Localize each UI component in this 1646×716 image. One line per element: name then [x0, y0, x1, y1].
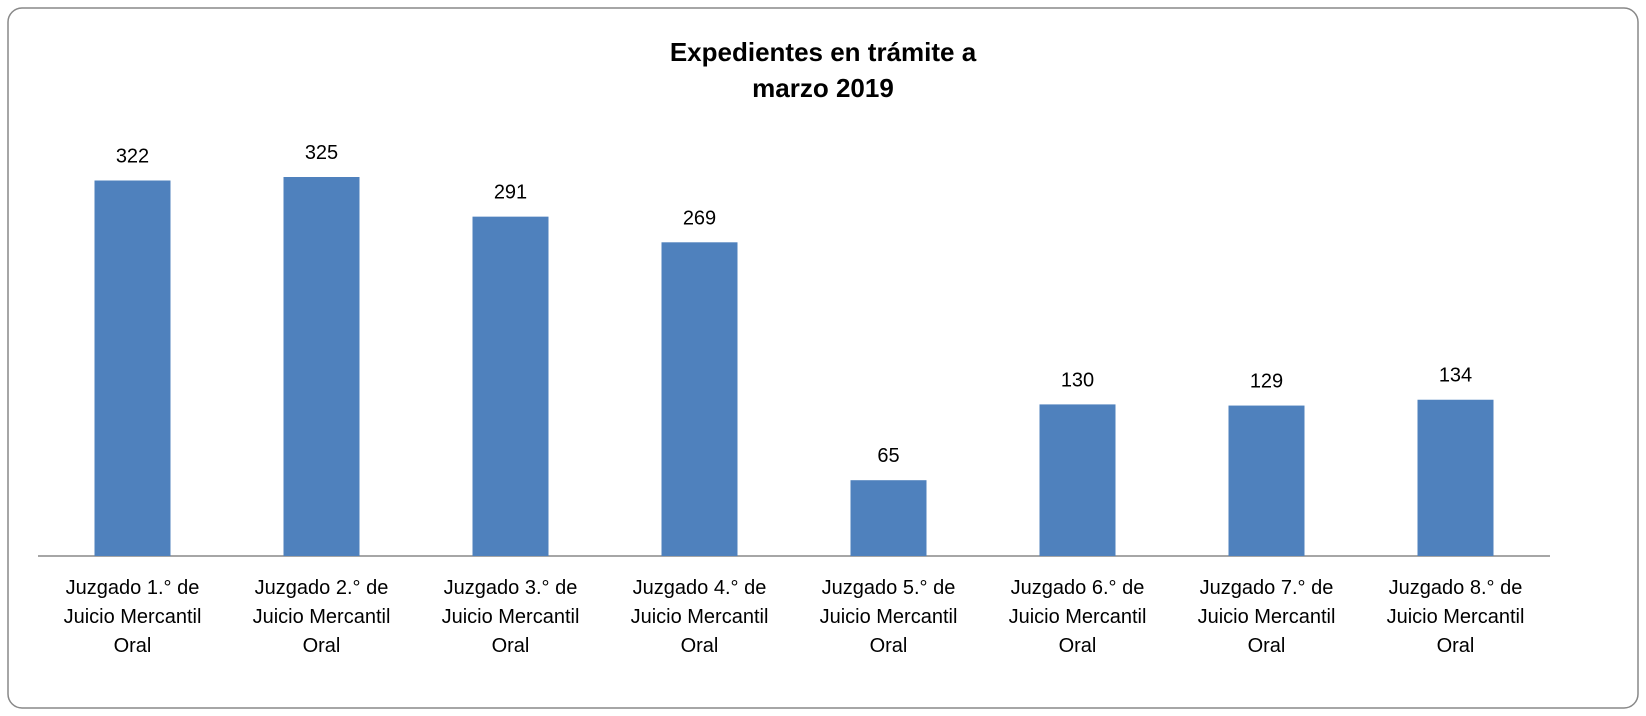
bar	[1039, 404, 1116, 556]
x-tick-label: Juzgado 2.° de Juicio Mercantil Oral	[252, 577, 391, 657]
bar	[661, 242, 738, 556]
x-tick-label: Juzgado 3.° de Juicio Mercantil Oral	[441, 577, 580, 657]
data-label: 325	[305, 142, 338, 164]
data-label: 129	[1250, 371, 1283, 393]
x-tick-label: Juzgado 4.° de Juicio Mercantil Oral	[630, 577, 769, 657]
x-tick-label: Juzgado 8.° de Juicio Mercantil Oral	[1386, 577, 1525, 657]
bar	[1228, 405, 1305, 556]
bar	[94, 180, 171, 556]
bar	[472, 216, 549, 556]
x-tick-label: Juzgado 7.° de Juicio Mercantil Oral	[1197, 577, 1336, 657]
data-label: 130	[1061, 369, 1094, 391]
chart-title: Expedientes en trámite a marzo 2019	[669, 37, 977, 103]
bar	[850, 480, 927, 556]
x-tick-label: Juzgado 5.° de Juicio Mercantil Oral	[819, 577, 958, 657]
data-label: 322	[116, 145, 149, 167]
data-label: 291	[494, 182, 527, 204]
x-tick-label: Juzgado 1.° de Juicio Mercantil Oral	[63, 577, 202, 657]
data-label: 134	[1439, 365, 1472, 387]
bar	[1417, 399, 1494, 556]
bar	[283, 177, 360, 556]
x-tick-label: Juzgado 6.° de Juicio Mercantil Oral	[1008, 577, 1147, 657]
data-label: 65	[877, 445, 899, 467]
data-label: 269	[683, 207, 716, 229]
